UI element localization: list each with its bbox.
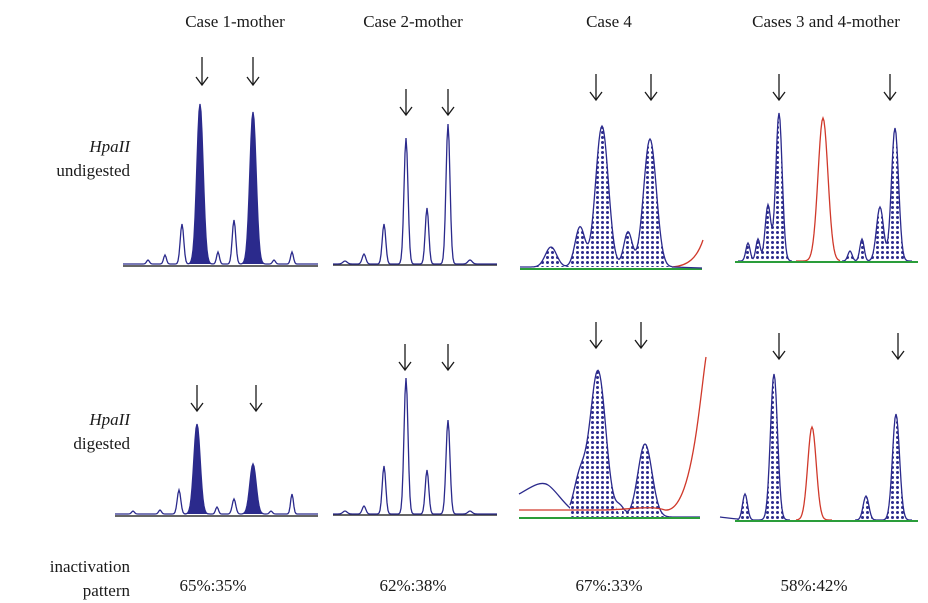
arrow-head <box>398 361 412 372</box>
column-title-cases3-4-mother: Cases 3 and 4-mother <box>752 12 900 31</box>
arrow-head <box>441 361 455 372</box>
row-label-condition: digested <box>73 434 130 453</box>
arrow-p4-undigested-a <box>772 74 786 102</box>
red-trace-p8-digested <box>795 425 832 521</box>
red-trace-p3-undigested <box>671 239 704 268</box>
arrow-head <box>589 339 603 350</box>
arrow-p7-digested-a <box>589 322 603 350</box>
row-label-enzyme: HpaII <box>89 410 130 429</box>
peak-dots-p3-undigested-b <box>618 139 672 267</box>
arrow-head <box>883 91 897 102</box>
arrow-p3-undigested-a <box>589 74 603 102</box>
peak-fill-p1-undigested-a <box>188 104 213 264</box>
trace-p4-undigested-b <box>842 127 912 262</box>
row-label-condition: undigested <box>56 161 130 180</box>
trace-p6-digested <box>333 377 497 515</box>
arrow-p7-digested-b <box>634 322 648 350</box>
peak-dots-p7-digested-a <box>570 370 622 517</box>
arrow-p3-undigested-b <box>644 74 658 102</box>
peak-dots-p4-undigested-b <box>842 128 912 261</box>
peak-fill-p1-undigested-b <box>240 112 266 264</box>
arrow-p8-digested-a <box>772 333 786 361</box>
arrow-head <box>634 339 648 350</box>
peak-fill-p5-digested-a <box>185 424 210 514</box>
arrow-p5-digested-b <box>249 385 263 413</box>
ratio-cases3-4-mother: 58%:42% <box>780 576 848 595</box>
arrow-head <box>399 106 413 117</box>
trace-p3-undigested <box>520 124 673 268</box>
arrow-head <box>589 91 603 102</box>
ratio-case1-mother: 65%:35% <box>179 576 247 595</box>
trace-p1-undigested <box>123 103 318 265</box>
red-trace-p7-digested <box>519 356 707 511</box>
arrow-p2-undigested-a <box>399 89 413 117</box>
arrow-head <box>190 402 204 413</box>
arrow-head <box>195 76 209 87</box>
footer-line1: inactivation <box>49 557 130 576</box>
peak-dots-p8-digested-b <box>855 414 912 520</box>
arrow-head <box>891 350 905 361</box>
tail-p3-undigested <box>671 266 703 269</box>
peak-dots-p4-undigested-a <box>738 113 792 261</box>
column-title-case1-mother: Case 1-mother <box>185 12 285 31</box>
trace-p2-undigested <box>333 123 497 265</box>
bump-p7-digested <box>518 482 576 513</box>
arrow-p1-undigested-b <box>246 57 260 87</box>
ratio-case4: 67%:33% <box>575 576 643 595</box>
peak-dots-p7-digested-b <box>622 444 672 517</box>
row-label-enzyme: HpaII <box>89 137 130 156</box>
trace-p8-digested-b <box>855 413 912 521</box>
footer-label-inactivation-pattern: inactivation pattern <box>0 555 130 603</box>
arrow-p2-undigested-b <box>441 89 455 117</box>
trace-p4-undigested-a <box>738 112 793 262</box>
arrow-p6-digested-b <box>441 344 455 372</box>
arrow-head <box>772 350 786 361</box>
column-title-case2-mother: Case 2-mother <box>363 12 463 31</box>
ratio-case2-mother: 62%:38% <box>379 576 447 595</box>
trace-p5-digested <box>115 423 318 515</box>
arrow-p4-undigested-b <box>883 74 897 102</box>
arrow-p1-undigested-a <box>195 57 209 87</box>
row-label-digested: HpaII digested <box>0 408 130 456</box>
arrow-head <box>246 76 260 87</box>
arrow-p5-digested-a <box>190 385 204 413</box>
column-title-case4: Case 4 <box>586 12 632 31</box>
arrow-head <box>441 106 455 117</box>
arrow-p6-digested-a <box>398 344 412 372</box>
peak-fill-p5-digested-b <box>241 464 265 514</box>
red-trace-p4-undigested <box>796 116 841 262</box>
footer-line2: pattern <box>82 581 130 600</box>
arrow-p8-digested-b <box>891 333 905 361</box>
peak-dots-p3-undigested-a <box>520 126 618 267</box>
arrow-head <box>772 91 786 102</box>
arrow-head <box>644 91 658 102</box>
row-label-undigested: HpaII undigested <box>0 135 130 183</box>
arrow-head <box>249 402 263 413</box>
